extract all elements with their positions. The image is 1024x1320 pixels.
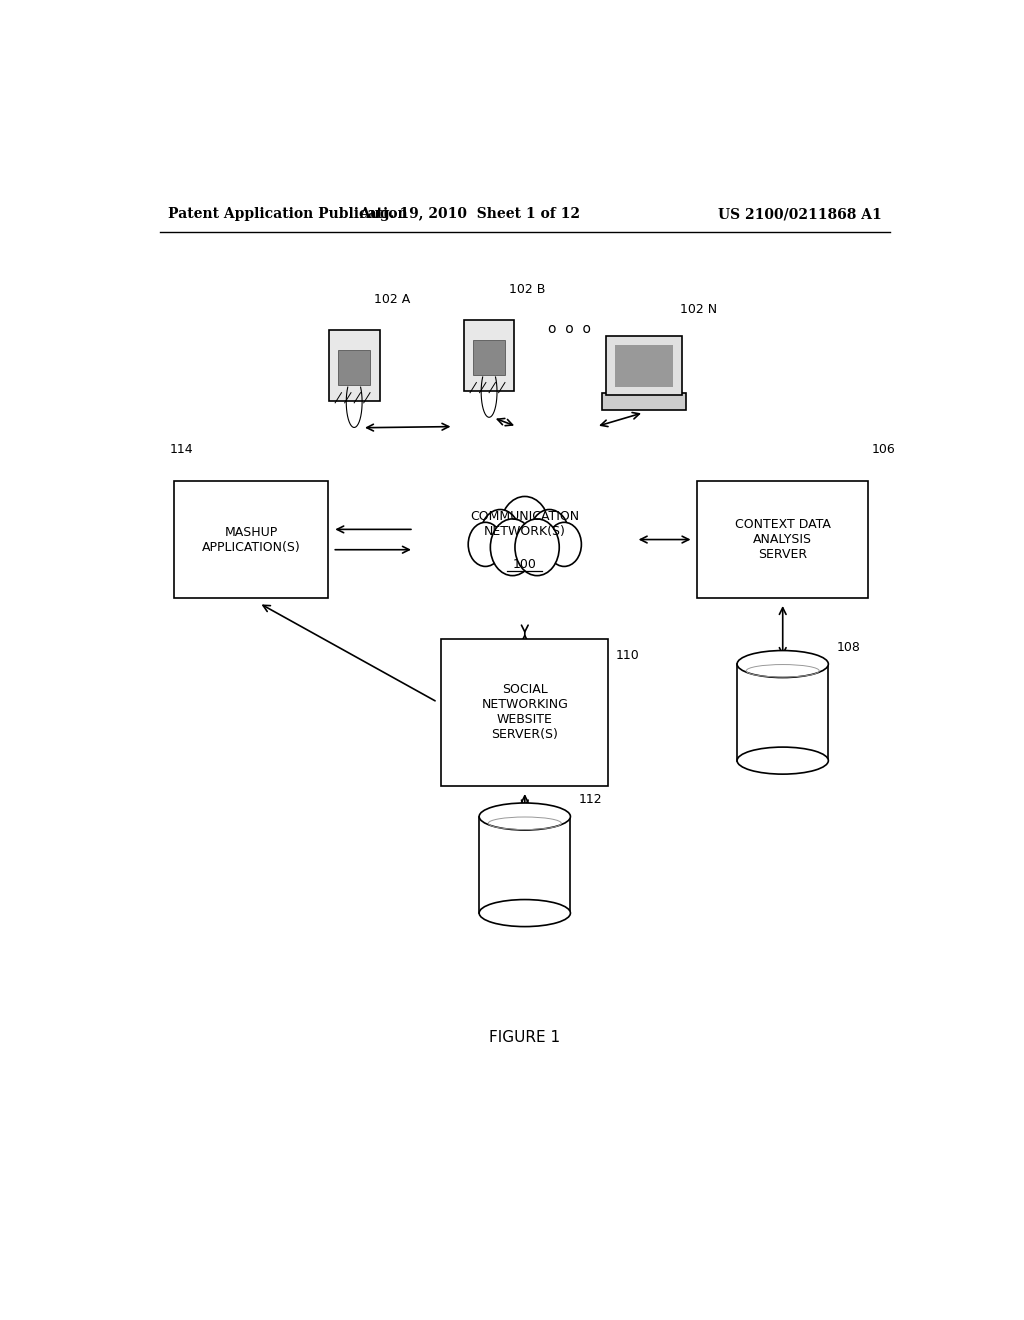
Circle shape <box>500 496 550 560</box>
Circle shape <box>480 510 520 560</box>
Ellipse shape <box>479 899 570 927</box>
Bar <box>614 346 673 387</box>
Circle shape <box>515 519 559 576</box>
Text: Patent Application Publication: Patent Application Publication <box>168 207 408 222</box>
Text: 102 A: 102 A <box>374 293 411 306</box>
FancyBboxPatch shape <box>697 480 868 598</box>
Circle shape <box>490 519 535 576</box>
Bar <box>338 350 371 385</box>
Bar <box>602 393 685 411</box>
FancyBboxPatch shape <box>605 337 682 395</box>
Circle shape <box>529 510 569 560</box>
Text: 106: 106 <box>872 442 896 455</box>
Text: COMMUNICATION
NETWORK(S): COMMUNICATION NETWORK(S) <box>470 511 580 539</box>
Circle shape <box>547 523 582 566</box>
Text: 110: 110 <box>616 649 640 661</box>
FancyBboxPatch shape <box>174 480 329 598</box>
FancyBboxPatch shape <box>441 639 608 785</box>
Text: 100: 100 <box>513 558 537 572</box>
Circle shape <box>468 523 503 566</box>
Bar <box>737 664 828 760</box>
Text: 108: 108 <box>837 642 860 653</box>
Text: 102 N: 102 N <box>680 304 717 315</box>
Text: MASHUP
APPLICATION(S): MASHUP APPLICATION(S) <box>202 525 300 553</box>
Ellipse shape <box>479 803 570 830</box>
Text: 102 B: 102 B <box>509 282 546 296</box>
Text: US 2100/0211868 A1: US 2100/0211868 A1 <box>718 207 882 222</box>
Text: o  o  o: o o o <box>548 322 591 337</box>
Text: FIGURE 1: FIGURE 1 <box>489 1030 560 1045</box>
FancyBboxPatch shape <box>464 319 514 391</box>
Text: 114: 114 <box>170 442 194 455</box>
Bar <box>473 341 505 375</box>
Text: SOCIAL
NETWORKING
WEBSITE
SERVER(S): SOCIAL NETWORKING WEBSITE SERVER(S) <box>481 684 568 742</box>
Text: Aug. 19, 2010  Sheet 1 of 12: Aug. 19, 2010 Sheet 1 of 12 <box>358 207 580 222</box>
Bar <box>479 817 570 913</box>
Ellipse shape <box>737 747 828 774</box>
Text: 112: 112 <box>579 793 602 807</box>
Ellipse shape <box>737 651 828 677</box>
FancyBboxPatch shape <box>329 330 380 401</box>
Text: CONTEXT DATA
ANALYSIS
SERVER: CONTEXT DATA ANALYSIS SERVER <box>735 517 830 561</box>
